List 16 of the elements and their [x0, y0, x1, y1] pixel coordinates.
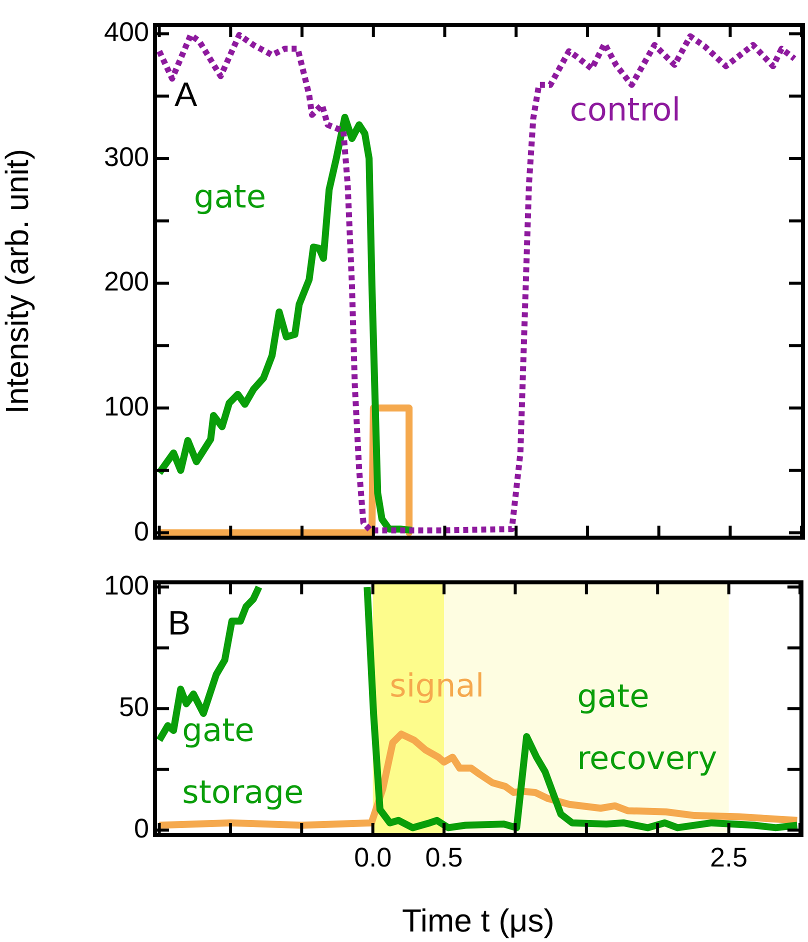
- x-axis-title: Time t (μs): [402, 902, 554, 939]
- y-tick-label: 0: [134, 814, 149, 844]
- x-tick-label: 0.5: [425, 842, 463, 873]
- series-label: gate recovery: [577, 676, 718, 777]
- series-label: gate storage: [182, 710, 304, 811]
- x-tick-label: 0.0: [354, 842, 392, 873]
- annotation: B: [168, 604, 191, 643]
- y-tick-label: 50: [118, 692, 149, 722]
- y-tick-label: 300: [104, 142, 149, 172]
- y-tick-label: 200: [104, 266, 149, 297]
- y-tick-label: 100: [104, 570, 149, 601]
- x-tick-label: 2.5: [710, 842, 748, 873]
- y-tick-label: 100: [104, 391, 149, 422]
- y-tick-label: 400: [104, 17, 149, 48]
- y-tick-label: 0: [134, 516, 149, 546]
- y-axis-title: Intensity (arb. unit): [0, 148, 36, 414]
